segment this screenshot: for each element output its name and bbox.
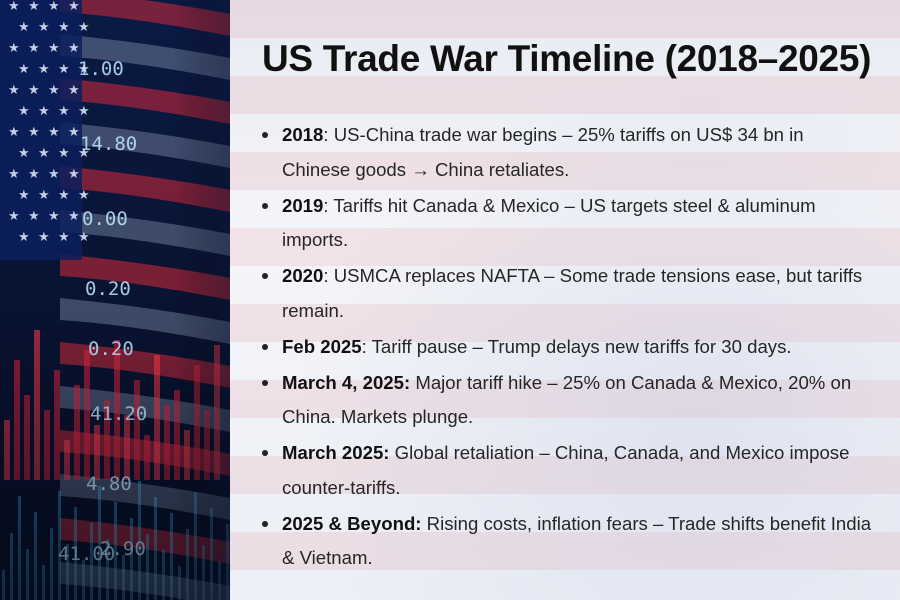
entry-period: Feb 2025 [282, 335, 362, 357]
timeline-entry-march-4-2025: March 4, 2025: Major tariff hike – 25% o… [262, 366, 872, 435]
entry-period: 2020 [282, 265, 324, 286]
entry-text: Rising costs, inflation fears – Trade sh… [282, 512, 872, 569]
entry-period: 2019 [282, 194, 324, 216]
entry-text: Global retaliation – China, Canada, and … [282, 442, 850, 498]
timeline-entry-2019: 2019: Tariffs hit Canada & Mexico – US t… [262, 189, 872, 258]
entry-text: Major tariff hike – 25% on Canada & Mexi… [282, 371, 852, 428]
entry-text: Tariffs hit Canada & Mexico – US targets… [282, 194, 816, 251]
entry-period: March 4, 2025: [282, 371, 411, 393]
entry-period: 2018 [282, 124, 324, 145]
page-title: US Trade War Timeline (2018–2025) [262, 38, 872, 79]
entry-period: March 2025: [282, 442, 390, 463]
entry-separator: : [323, 194, 334, 216]
entry-separator: : [361, 335, 372, 357]
entry-period: 2025 & Beyond: [282, 512, 422, 534]
timeline-entry-2020: 2020: USMCA replaces NAFTA – Some trade … [262, 259, 872, 328]
background-overlay [230, 0, 900, 600]
timeline-entry-feb-2025: Feb 2025: Tariff pause – Trump delays ne… [262, 330, 872, 365]
timeline-panel: US Trade War Timeline (2018–2025) 2018: … [262, 30, 872, 577]
entry-text: USMCA replaces NAFTA – Some trade tensio… [282, 265, 863, 321]
timeline-entry-march-2025: March 2025: Global retaliation – China, … [262, 436, 872, 505]
timeline-list: 2018: US-China trade war begins – 25% ta… [262, 118, 872, 576]
entry-separator: : [323, 124, 334, 145]
timeline-entry-2025-beyond: 2025 & Beyond: Rising costs, inflation f… [262, 507, 872, 576]
timeline-entry-2018: 2018: US-China trade war begins – 25% ta… [262, 118, 872, 187]
entry-text: US-China trade war begins – 25% tariffs … [282, 124, 804, 180]
flag-ticker-image: ★★★★★★★★★★★★★★★★★★★★★★★★★★★★★★★★★★★★★★★★… [0, 0, 230, 600]
entry-text: Tariff pause – Trump delays new tariffs … [371, 335, 792, 357]
entry-separator: : [323, 265, 334, 286]
